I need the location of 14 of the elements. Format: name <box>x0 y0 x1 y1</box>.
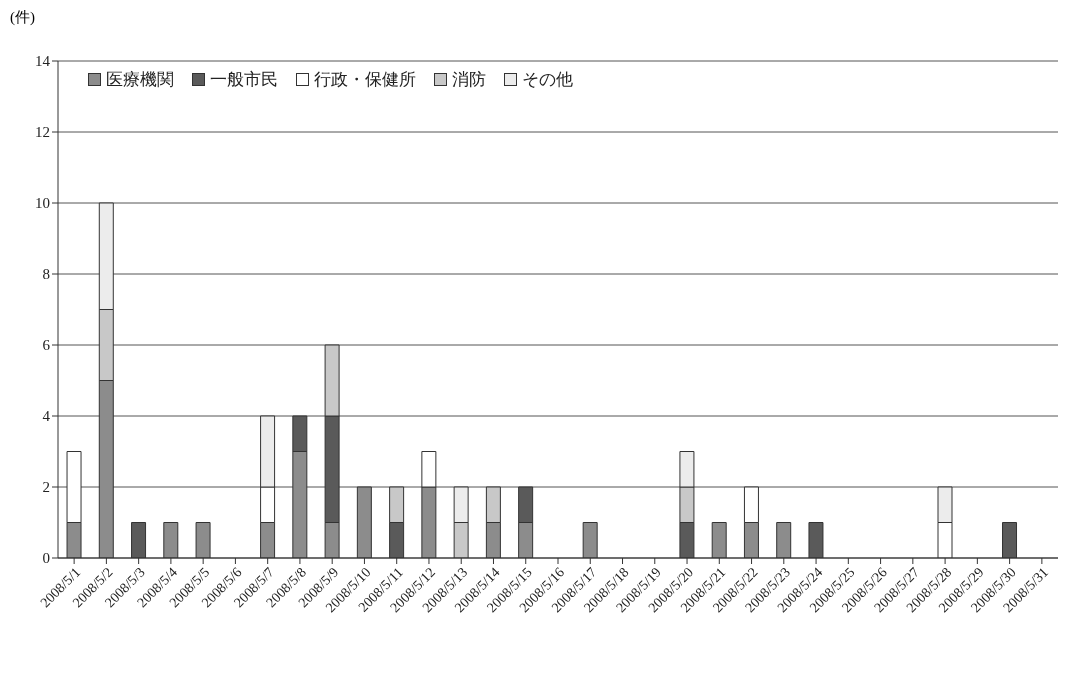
y-tick-label: 10 <box>35 195 50 212</box>
y-tick-label: 12 <box>35 124 50 141</box>
y-tick-label: 2 <box>42 479 50 496</box>
y-tick-label: 8 <box>42 266 50 283</box>
y-tick-label: 4 <box>42 408 51 425</box>
y-tick-label: 0 <box>42 550 50 567</box>
y-axis-title: (件) <box>10 8 35 27</box>
y-tick-label: 6 <box>42 337 51 354</box>
legend-label: 消防 <box>452 69 486 91</box>
legend-label: 医療機関 <box>106 69 174 91</box>
legend-label: 一般市民 <box>210 69 278 91</box>
y-tick-label: 14 <box>35 53 51 70</box>
legend-label: その他 <box>522 69 573 91</box>
legend-label: 行政・保健所 <box>314 69 416 91</box>
